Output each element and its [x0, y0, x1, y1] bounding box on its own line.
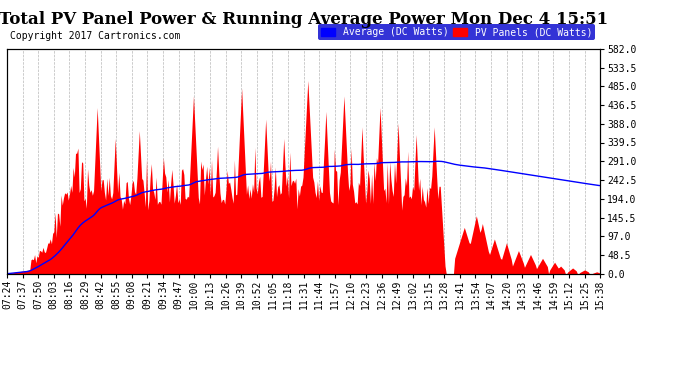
Text: Copyright 2017 Cartronics.com: Copyright 2017 Cartronics.com: [10, 31, 180, 41]
Legend: Average (DC Watts), PV Panels (DC Watts): Average (DC Watts), PV Panels (DC Watts): [317, 24, 595, 40]
Text: Total PV Panel Power & Running Average Power Mon Dec 4 15:51: Total PV Panel Power & Running Average P…: [0, 11, 608, 28]
